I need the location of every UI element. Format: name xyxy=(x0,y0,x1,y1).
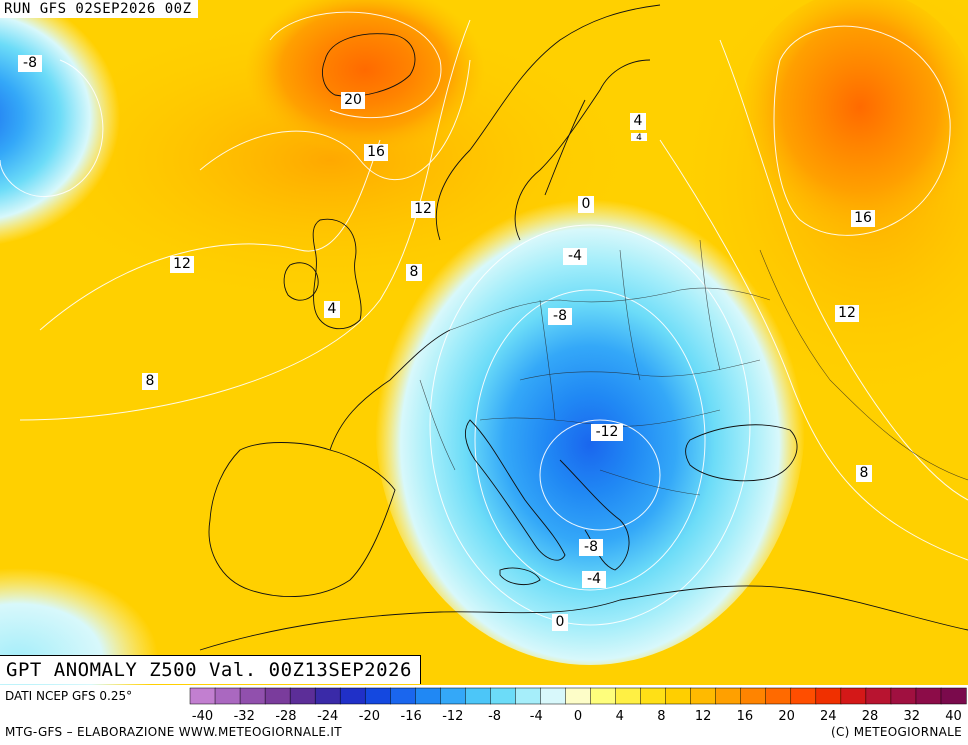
contour-label: 4 xyxy=(636,133,642,143)
legend-tick-label: -28 xyxy=(275,709,296,724)
anomaly-map: -8 20 16 12 12 8 4 8 4 0 -4 -8 -12 -8 -4… xyxy=(0,0,968,685)
contour-label: 4 xyxy=(634,113,643,129)
legend-swatch xyxy=(189,687,216,705)
negative-anomaly-northwest xyxy=(0,0,180,260)
legend-tick-label: -16 xyxy=(401,709,422,724)
credits: MTG-GFS – ELABORAZIONE WWW.METEOGIORNALE… xyxy=(5,725,342,739)
legend-tick-label: 28 xyxy=(862,709,879,724)
contour-label: -4 xyxy=(587,571,601,587)
legend-tick-label: 20 xyxy=(778,709,795,724)
contour-label: 12 xyxy=(173,256,191,272)
legend-tick-label: 40 xyxy=(945,709,962,724)
contour-label: 16 xyxy=(367,144,385,160)
contour-label: 12 xyxy=(838,305,856,321)
legend-swatch xyxy=(289,687,316,705)
legend-tick-label: -40 xyxy=(192,709,213,724)
contour-label: -4 xyxy=(568,248,582,264)
legend-swatch xyxy=(715,687,742,705)
contour-label: 8 xyxy=(860,465,869,481)
legend-swatch xyxy=(415,687,441,705)
contour-label: -8 xyxy=(553,308,567,324)
contour-label: 20 xyxy=(344,92,362,108)
legend-swatch xyxy=(690,687,717,705)
positive-anomaly-russia xyxy=(740,0,968,250)
legend-swatch xyxy=(465,687,492,705)
contour-label: 0 xyxy=(582,196,591,212)
legend-swatch xyxy=(915,687,942,705)
contour-labels: -8 20 16 12 12 8 4 8 4 0 -4 -8 -12 -8 -4… xyxy=(18,55,875,631)
legend-swatch xyxy=(790,687,817,705)
legend-swatch xyxy=(239,687,266,705)
country-borders xyxy=(419,239,968,496)
legend-swatch xyxy=(264,687,291,705)
contour-label: 16 xyxy=(854,210,872,226)
legend-tick-label: 8 xyxy=(657,709,665,724)
legend-swatch xyxy=(339,687,366,705)
legend-tick-label: -4 xyxy=(530,709,543,724)
legend-swatch xyxy=(765,687,792,705)
color-legend: -40 -32 -28 -24 -20 -16 -12 -8 -4 0 4 8 12 16 20 24 28 32… xyxy=(189,687,967,724)
negative-anomaly-southwest xyxy=(0,550,200,685)
legend-swatch xyxy=(440,687,467,705)
legend-tick-label: 24 xyxy=(820,709,837,724)
legend-tick-label: -24 xyxy=(317,709,338,724)
legend-swatch xyxy=(490,687,517,705)
run-label: RUN GFS 02SEP2026 00Z xyxy=(0,0,198,18)
legend-swatch xyxy=(364,687,391,705)
legend-swatch xyxy=(590,687,617,705)
legend-swatch xyxy=(314,687,341,705)
legend-swatches xyxy=(189,687,967,705)
legend-swatch xyxy=(565,687,592,705)
contour-label: 12 xyxy=(414,201,432,217)
legend-swatch xyxy=(390,687,416,705)
map-title: GPT ANOMALY Z500 Val. 00Z13SEP2026 xyxy=(0,655,421,684)
legend-swatch xyxy=(865,687,892,705)
legend-swatch xyxy=(540,687,567,705)
legend-swatch xyxy=(940,687,967,705)
contour-label: 8 xyxy=(146,373,155,389)
copyright: (C) METEOGIORNALE xyxy=(830,725,962,739)
coastlines xyxy=(199,4,968,651)
legend-tick-label: -32 xyxy=(234,709,255,724)
data-source: DATI NCEP GFS 0.25° xyxy=(5,689,133,703)
legend-swatch xyxy=(515,687,542,705)
legend-ticks: -40 -32 -28 -24 -20 -16 -12 -8 -4 0 4 8 12 16 20 24 28 32… xyxy=(192,709,962,724)
legend-tick-label: -12 xyxy=(442,709,463,724)
legend-tick-label: 32 xyxy=(903,709,920,724)
legend-tick-label: -20 xyxy=(359,709,380,724)
legend-tick-label: 4 xyxy=(616,709,624,724)
contour-label: -8 xyxy=(584,539,598,555)
contour-label: -12 xyxy=(596,424,619,440)
legend-tick-label: 0 xyxy=(574,709,582,724)
contour-label: 8 xyxy=(410,264,419,280)
legend-swatch xyxy=(665,687,692,705)
legend-swatch xyxy=(615,687,642,705)
legend-tick-label: 12 xyxy=(695,709,712,724)
negative-anomaly-central-europe xyxy=(375,175,805,665)
contour-label: 0 xyxy=(556,614,565,630)
contour-label: -8 xyxy=(23,55,37,71)
legend-tick-label: -8 xyxy=(488,709,501,724)
legend-tick-label: 16 xyxy=(737,709,754,724)
legend-swatch xyxy=(214,687,241,705)
legend-swatch xyxy=(640,687,667,705)
legend-swatch xyxy=(840,687,867,705)
positive-anomaly-iceland xyxy=(245,0,485,155)
contour-label: 4 xyxy=(328,301,337,317)
legend-swatch xyxy=(740,687,767,705)
legend-swatch xyxy=(815,687,842,705)
legend-swatch xyxy=(890,687,917,705)
